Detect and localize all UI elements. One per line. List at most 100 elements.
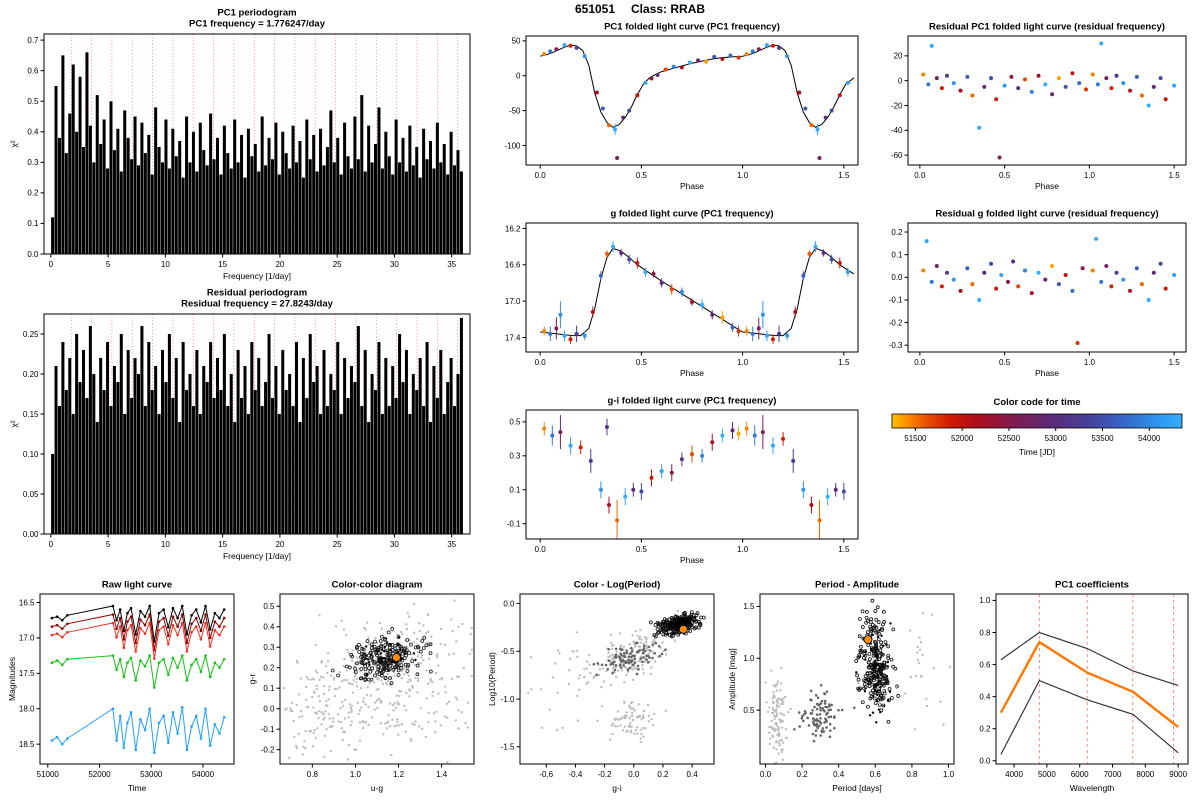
svg-text:30: 30: [390, 540, 399, 549]
panel-color-color-diagram: Color-color diagram 0.8 1.0 1.2 1.4 -0.2 -0.1 0…: [246, 578, 480, 794]
svg-text:-0.6: -0.6: [539, 770, 553, 779]
svg-text:0.2: 0.2: [979, 725, 991, 734]
svg-text:25: 25: [333, 260, 342, 269]
svg-text:9000: 9000: [1169, 770, 1187, 779]
svg-text:g-r: g-r: [247, 674, 257, 685]
svg-text:χ²: χ²: [9, 420, 19, 427]
svg-text:1.2: 1.2: [393, 770, 405, 779]
svg-text:-0.2: -0.2: [889, 318, 903, 327]
svg-text:Period - Amplitude: Period - Amplitude: [815, 580, 899, 591]
svg-text:16.5: 16.5: [19, 598, 35, 607]
svg-text:Phase: Phase: [680, 181, 704, 191]
svg-text:0.5: 0.5: [636, 358, 648, 367]
svg-text:0.0: 0.0: [535, 171, 547, 180]
svg-text:1.4: 1.4: [436, 770, 448, 779]
svg-text:1.5: 1.5: [1169, 171, 1181, 180]
svg-text:30: 30: [390, 260, 399, 269]
svg-text:1.5: 1.5: [838, 358, 850, 367]
svg-text:Wavelength: Wavelength: [1070, 783, 1115, 793]
svg-text:0: 0: [516, 72, 521, 81]
svg-text:1.0: 1.0: [943, 770, 955, 779]
svg-text:PC1 periodogram: PC1 periodogram: [217, 8, 296, 19]
svg-text:Time [JD]: Time [JD]: [1019, 447, 1055, 457]
svg-text:Color code for time: Color code for time: [993, 397, 1080, 408]
svg-text:χ²: χ²: [9, 140, 19, 147]
svg-text:Color-color diagram: Color-color diagram: [332, 580, 423, 591]
svg-text:0.2: 0.2: [27, 189, 39, 198]
svg-text:0: 0: [49, 260, 54, 269]
svg-text:6000: 6000: [1071, 770, 1089, 779]
panel-residual-g-folded: Residual g folded light curve (residual …: [874, 207, 1194, 379]
svg-text:0.2: 0.2: [797, 770, 809, 779]
svg-text:25: 25: [333, 540, 342, 549]
svg-text:0.2: 0.2: [891, 228, 903, 237]
svg-text:0.1: 0.1: [263, 684, 275, 693]
svg-text:20: 20: [894, 52, 903, 61]
svg-text:0.0: 0.0: [503, 599, 515, 608]
svg-text:0.2: 0.2: [263, 664, 275, 673]
svg-text:Frequency [1/day]: Frequency [1/day]: [223, 271, 291, 281]
svg-text:u-g: u-g: [371, 783, 384, 793]
svg-text:1.0: 1.0: [737, 171, 749, 180]
svg-text:PC1 folded light curve (PC1 fr: PC1 folded light curve (PC1 frequency): [604, 22, 780, 33]
svg-text:0.25: 0.25: [23, 330, 39, 339]
svg-text:54000: 54000: [1138, 434, 1161, 443]
svg-text:0.1: 0.1: [27, 219, 39, 228]
svg-text:0.0: 0.0: [628, 770, 640, 779]
svg-text:-0.3: -0.3: [889, 341, 903, 350]
svg-text:Residual PC1 folded light curv: Residual PC1 folded light curve (residua…: [929, 22, 1165, 33]
svg-text:0.6: 0.6: [27, 66, 39, 75]
svg-text:0.4: 0.4: [979, 692, 991, 701]
svg-text:17.0: 17.0: [19, 634, 35, 643]
panel-gi-folded-light-curve: g-i folded light curve (PC1 frequency) 0.…: [490, 394, 866, 566]
svg-text:0.3: 0.3: [509, 452, 521, 461]
svg-text:16.6: 16.6: [505, 261, 521, 270]
object-class: Class: RRAB: [631, 2, 706, 16]
svg-text:-0.4: -0.4: [569, 770, 583, 779]
svg-text:Color - Log(Period): Color - Log(Period): [574, 580, 661, 591]
svg-text:-0.1: -0.1: [889, 296, 903, 305]
svg-text:Phase: Phase: [1035, 181, 1059, 191]
svg-text:0.00: 0.00: [23, 530, 39, 539]
svg-text:17.5: 17.5: [19, 669, 35, 678]
figure-title: 651051 Class: RRAB: [420, 2, 860, 16]
svg-text:1.0: 1.0: [1084, 171, 1096, 180]
svg-text:-40: -40: [891, 126, 903, 135]
svg-text:52000: 52000: [951, 434, 974, 443]
svg-text:0.0: 0.0: [535, 545, 547, 554]
svg-text:-0.2: -0.2: [261, 745, 275, 754]
svg-text:1.0: 1.0: [737, 358, 749, 367]
svg-text:50: 50: [512, 37, 521, 46]
svg-text:16.2: 16.2: [505, 224, 521, 233]
svg-text:0.20: 0.20: [23, 370, 39, 379]
panel-period-amplitude: Period - Amplitude 0.0 0.2 0.4 0.6 0.8 1.0 0.5 1…: [726, 578, 960, 794]
svg-text:0.15: 0.15: [23, 410, 39, 419]
svg-text:Time: Time: [128, 783, 147, 793]
svg-text:0.0: 0.0: [914, 358, 926, 367]
svg-text:5: 5: [106, 260, 111, 269]
svg-text:0.8: 0.8: [979, 628, 991, 637]
svg-text:Raw light curve: Raw light curve: [102, 580, 172, 591]
svg-text:4000: 4000: [1005, 770, 1023, 779]
svg-text:0.1: 0.1: [509, 486, 521, 495]
svg-text:-1.0: -1.0: [501, 695, 515, 704]
svg-text:PC1 frequency = 1.776247/day: PC1 frequency = 1.776247/day: [189, 19, 326, 30]
svg-text:Period [days]: Period [days]: [832, 783, 882, 793]
svg-text:10: 10: [161, 260, 170, 269]
svg-text:0.0: 0.0: [979, 757, 991, 766]
panel-time-colorbar: Color code for time 51500 52000 52500 53000 5…: [874, 394, 1194, 482]
svg-text:0.3: 0.3: [263, 643, 275, 652]
svg-text:-100: -100: [504, 141, 521, 150]
svg-text:0.5: 0.5: [636, 171, 648, 180]
svg-text:g-i folded light curve (PC1 fr: g-i folded light curve (PC1 frequency): [608, 396, 777, 407]
svg-text:15: 15: [218, 260, 227, 269]
svg-text:Residual g folded light curve: Residual g folded light curve (residual …: [935, 209, 1158, 220]
svg-text:0.6: 0.6: [870, 770, 882, 779]
svg-text:0.5: 0.5: [636, 545, 648, 554]
svg-text:18.0: 18.0: [19, 705, 35, 714]
panel-color-logperiod: Color - Log(Period) -0.6 -0.4 -0.2 0.0 0.2 0.4…: [486, 578, 720, 794]
svg-text:53000: 53000: [1045, 434, 1068, 443]
svg-text:0.0: 0.0: [263, 704, 275, 713]
svg-text:-1.5: -1.5: [501, 743, 515, 752]
svg-text:0.4: 0.4: [27, 128, 39, 137]
